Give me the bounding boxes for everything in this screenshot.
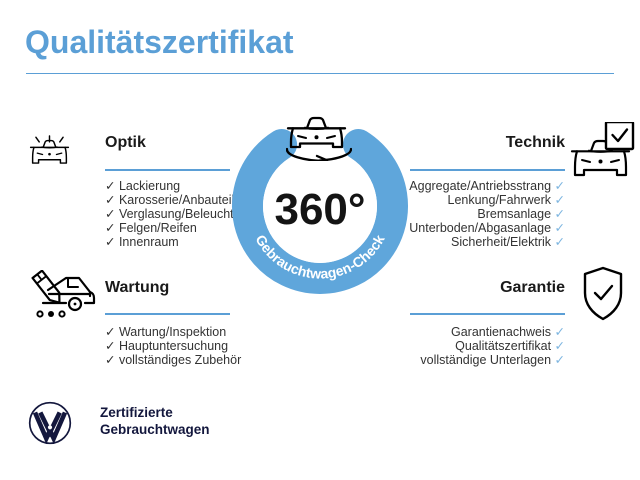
svg-text:360°: 360°: [274, 185, 365, 234]
